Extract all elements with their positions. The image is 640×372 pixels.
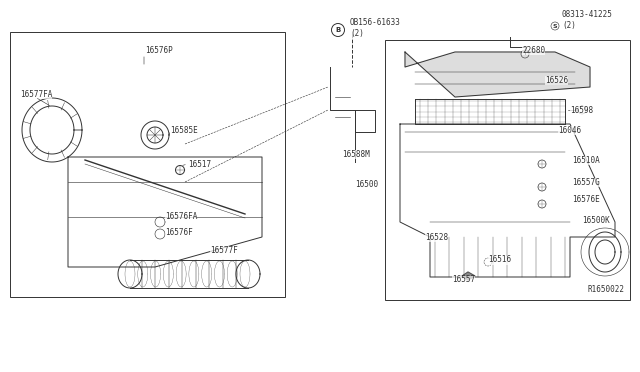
Text: 16576FA: 16576FA — [165, 212, 197, 221]
Text: 16577F: 16577F — [210, 246, 237, 254]
Text: 08313-41225
(2): 08313-41225 (2) — [562, 10, 613, 30]
Text: 16500: 16500 — [355, 180, 378, 189]
Text: 16510A: 16510A — [572, 155, 600, 164]
Text: 16517: 16517 — [188, 160, 211, 169]
Text: 16046: 16046 — [558, 125, 581, 135]
Text: 16576E: 16576E — [572, 195, 600, 203]
Text: 16526: 16526 — [545, 76, 568, 84]
Text: 16585E: 16585E — [170, 125, 198, 135]
Text: 16500K: 16500K — [582, 215, 610, 224]
Text: 16557: 16557 — [452, 276, 475, 285]
Text: 16576P: 16576P — [145, 45, 173, 55]
Text: 16516: 16516 — [488, 256, 511, 264]
Text: B: B — [335, 27, 340, 33]
Text: 22680: 22680 — [522, 45, 545, 55]
Text: 16576F: 16576F — [165, 228, 193, 237]
Text: 16598: 16598 — [570, 106, 593, 115]
Text: 16588M: 16588M — [342, 150, 370, 158]
Polygon shape — [405, 52, 590, 97]
Text: 16577FA: 16577FA — [20, 90, 52, 99]
Bar — [10, 32, 285, 297]
Text: R1650022: R1650022 — [588, 285, 625, 294]
Text: 16557G: 16557G — [572, 177, 600, 186]
Bar — [385, 40, 630, 300]
Text: S: S — [553, 23, 557, 29]
Text: 16528: 16528 — [425, 232, 448, 241]
Polygon shape — [462, 272, 475, 280]
Text: OB156-61633
(2): OB156-61633 (2) — [350, 18, 401, 38]
